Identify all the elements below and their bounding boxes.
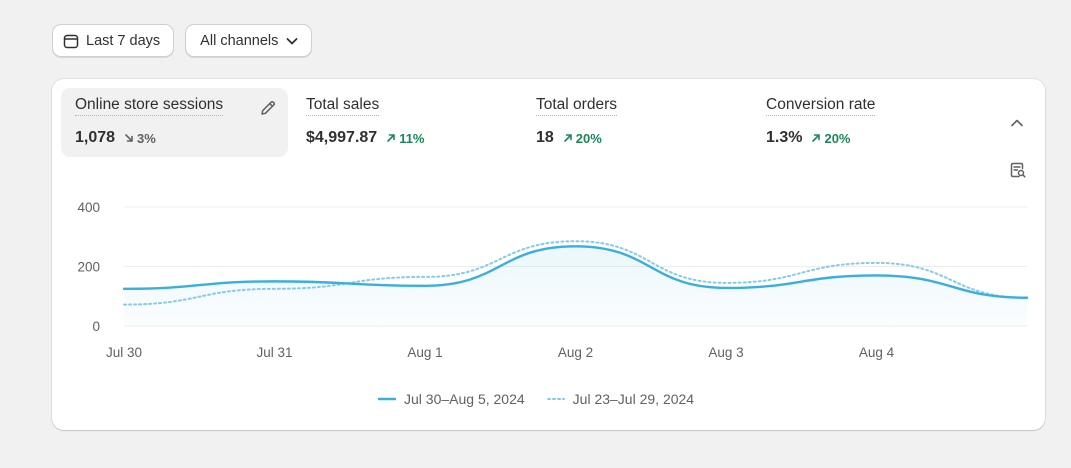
- metric-online-store-sessions[interactable]: Online store sessions 1,078 3%: [61, 88, 288, 157]
- arrow-up-right-icon: [811, 131, 821, 146]
- channels-label: All channels: [200, 32, 279, 49]
- chart-legend: Jul 30–Aug 5, 2024 Jul 23–Jul 29, 2024: [378, 391, 694, 407]
- legend-label: Jul 30–Aug 5, 2024: [404, 391, 525, 407]
- x-tick-label: Jul 31: [256, 345, 292, 360]
- series-area-current: [124, 246, 1027, 326]
- metric-conversion-rate[interactable]: Conversion rate 1.3% 20%: [752, 88, 972, 157]
- chevron-down-icon: [285, 34, 299, 48]
- y-tick-label: 0: [92, 319, 100, 334]
- metric-total-sales[interactable]: Total sales $4,997.87 11%: [292, 88, 512, 157]
- legend-item-current[interactable]: Jul 30–Aug 5, 2024: [378, 391, 525, 407]
- series-line-current: [122, 245, 1029, 299]
- metric-delta-value: 3%: [137, 130, 156, 146]
- metric-total-orders[interactable]: Total orders 18 20%: [522, 88, 742, 157]
- metric-delta: 20%: [811, 130, 851, 146]
- metric-delta: 11%: [386, 130, 425, 146]
- channels-button[interactable]: All channels: [185, 24, 313, 57]
- metric-value: 1.3%: [766, 129, 803, 146]
- metric-delta: 3%: [124, 131, 156, 146]
- analytics-card: Online store sessions 1,078 3% Total sal…: [52, 79, 1045, 430]
- metric-label: Conversion rate: [766, 96, 876, 116]
- metric-value: 1,078: [75, 129, 116, 146]
- y-tick-label: 200: [77, 260, 100, 275]
- x-tick-label: Jul 30: [106, 345, 142, 360]
- metric-label: Online store sessions: [75, 96, 224, 116]
- metric-label: Total orders: [536, 96, 617, 116]
- legend-swatch-dotted: [546, 398, 565, 400]
- arrow-up-right-icon: [563, 131, 573, 146]
- x-tick-label: Aug 1: [407, 345, 442, 360]
- arrow-up-right-icon: [386, 131, 396, 146]
- metric-delta: 20%: [563, 131, 602, 146]
- legend-swatch-solid: [378, 397, 396, 401]
- metric-delta-value: 11%: [399, 130, 425, 146]
- date-range-button[interactable]: Last 7 days: [52, 24, 175, 57]
- date-range-label: Last 7 days: [86, 32, 161, 49]
- arrow-down-right-icon: [124, 131, 134, 146]
- series-line-previous: [123, 240, 1028, 306]
- y-tick-label: 400: [77, 200, 100, 215]
- metric-label: Total sales: [306, 96, 380, 116]
- sessions-line-chart: 0 200 400 Jul 30 Jul 31 Aug 1 Aug 2 Aug 3 Aug 4: [77, 200, 1029, 360]
- x-tick-label: Aug 3: [708, 345, 743, 360]
- calendar-icon: [63, 33, 79, 49]
- x-tick-label: Aug 4: [859, 345, 895, 360]
- legend-item-previous[interactable]: Jul 23–Jul 29, 2024: [546, 391, 695, 407]
- metric-value: 18: [536, 129, 554, 146]
- filter-bar: Last 7 days All channels: [52, 24, 313, 57]
- metric-delta-value: 20%: [575, 130, 602, 146]
- legend-label: Jul 23–Jul 29, 2024: [572, 391, 695, 407]
- metric-delta-value: 20%: [824, 130, 851, 146]
- explore-report-icon[interactable]: [1009, 161, 1027, 184]
- pencil-icon[interactable]: [259, 99, 277, 122]
- chevron-up-icon[interactable]: [1009, 115, 1025, 136]
- x-tick-label: Aug 2: [558, 345, 593, 360]
- metric-value: $4,997.87: [306, 129, 378, 146]
